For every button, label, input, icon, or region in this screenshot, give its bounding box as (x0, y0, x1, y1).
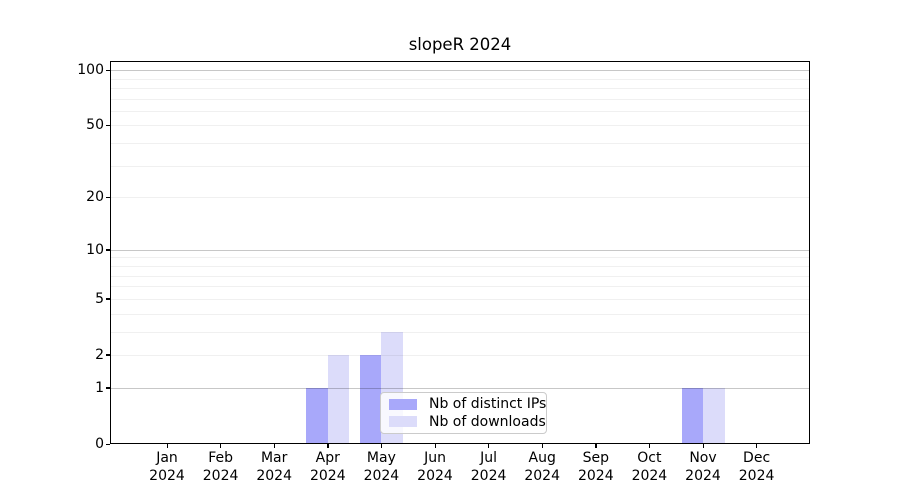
minor-gridline (110, 286, 810, 288)
legend-item: Nb of distinct IPs (389, 396, 546, 412)
x-tick-mark (756, 444, 758, 448)
x-tick-month: Nov (689, 450, 717, 466)
x-tick-label: Mar 2024 (234, 450, 314, 485)
y-tick-label: 0 (95, 436, 104, 452)
bar (306, 387, 328, 444)
x-tick-label: Nov 2024 (663, 450, 743, 485)
x-tick-mark (648, 444, 651, 448)
y-tick-mark (106, 249, 110, 251)
x-tick-label: Oct 2024 (609, 450, 689, 485)
bar (703, 387, 725, 444)
y-tick-mark (106, 69, 110, 71)
major-gridline (110, 249, 810, 251)
x-tick-month: Jun (424, 450, 446, 466)
x-tick-year: 2024 (738, 467, 775, 484)
minor-gridline (110, 110, 810, 112)
x-tick-month: Mar (260, 450, 288, 466)
minor-gridline (110, 165, 810, 167)
minor-gridline (110, 125, 810, 127)
y-tick-mark (106, 196, 110, 199)
x-tick-month: Feb (208, 450, 233, 466)
x-tick-mark (166, 444, 168, 448)
minor-gridline (110, 197, 810, 199)
y-tick-label: 5 (95, 290, 104, 307)
x-tick-month: Jan (156, 450, 178, 466)
legend-label-distinct-ips: Nb of distinct IPs (429, 396, 547, 413)
y-tick-mark (106, 298, 110, 300)
minor-gridline (110, 331, 810, 333)
minor-gridline (110, 275, 810, 277)
y-tick-label: 20 (86, 189, 104, 206)
chart-title: slopeR 2024 (408, 35, 512, 54)
x-tick-label: Apr 2024 (288, 450, 368, 485)
x-tick-month: Dec (743, 450, 771, 466)
x-tick-year: 2024 (577, 467, 614, 484)
y-tick-label: 2 (95, 346, 104, 363)
x-tick-month: Apr (315, 450, 340, 466)
y-tick-mark (106, 124, 110, 127)
major-gridline (110, 387, 810, 389)
minor-gridline (110, 265, 810, 267)
major-gridline (110, 70, 810, 72)
x-tick-label: Aug 2024 (502, 450, 582, 485)
minor-gridline (110, 354, 810, 356)
x-tick-year: 2024 (363, 467, 400, 484)
x-tick-label: Feb 2024 (181, 450, 261, 485)
legend-swatch-downloads (389, 416, 417, 428)
x-tick-mark (380, 444, 383, 448)
legend-item: Nb of downloads (389, 414, 546, 430)
x-tick-label: Jul 2024 (449, 450, 529, 485)
x-tick-year: 2024 (309, 467, 346, 484)
plot-border (110, 61, 810, 444)
x-tick-label: Jan 2024 (127, 450, 207, 485)
x-tick-label: May 2024 (341, 450, 421, 485)
minor-gridline (110, 78, 810, 80)
legend-label-downloads: Nb of downloads (429, 413, 546, 430)
x-tick-mark (488, 444, 490, 448)
x-tick-month: Jul (480, 450, 498, 466)
minor-gridline (110, 143, 810, 145)
x-tick-mark (541, 444, 543, 448)
y-tick-mark (106, 387, 110, 389)
x-tick-month: Oct (637, 450, 662, 466)
x-tick-year: 2024 (202, 467, 239, 484)
x-tick-month: Aug (528, 450, 556, 466)
minor-gridline (110, 313, 810, 315)
x-tick-year: 2024 (149, 467, 185, 484)
x-tick-year: 2024 (470, 467, 507, 484)
x-tick-year: 2024 (631, 467, 668, 484)
x-tick-month: May (366, 450, 396, 466)
legend: Nb of distinct IPs Nb of downloads (380, 392, 547, 434)
x-tick-month: Sep (582, 450, 609, 466)
x-tick-year: 2024 (417, 467, 453, 484)
minor-gridline (110, 298, 810, 300)
x-tick-year: 2024 (685, 467, 721, 484)
x-tick-label: Jun 2024 (395, 450, 475, 485)
legend-swatch-distinct-ips (389, 398, 417, 410)
minor-gridline (110, 87, 810, 89)
y-tick-label: 1 (95, 379, 104, 396)
x-tick-label: Dec 2024 (717, 450, 797, 485)
x-tick-year: 2024 (524, 467, 560, 484)
x-tick-mark (595, 444, 597, 448)
bar (359, 354, 382, 444)
x-tick-year: 2024 (256, 467, 292, 484)
minor-gridline (110, 98, 810, 100)
minor-gridline (110, 257, 810, 259)
x-tick-mark (273, 444, 275, 448)
x-tick-label: Sep 2024 (556, 450, 636, 485)
y-tick-label: 50 (86, 117, 104, 134)
y-tick-mark (106, 443, 110, 445)
y-tick-label: 100 (77, 62, 104, 79)
x-tick-mark (434, 444, 436, 448)
bar (681, 387, 703, 444)
y-tick-mark (106, 354, 110, 356)
bar (327, 354, 350, 444)
x-tick-mark (702, 444, 704, 448)
x-tick-mark (220, 444, 222, 448)
y-tick-label: 10 (86, 241, 104, 258)
x-tick-mark (327, 444, 329, 448)
